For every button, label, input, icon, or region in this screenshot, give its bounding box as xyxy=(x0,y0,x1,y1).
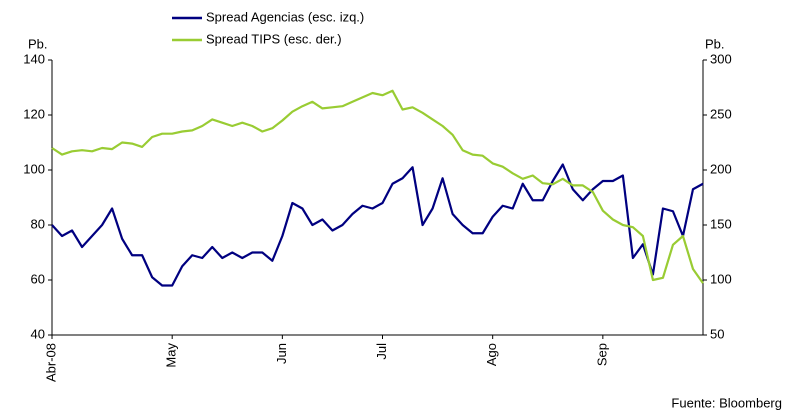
source: Fuente: Bloomberg xyxy=(671,395,782,410)
y-tick-label: 60 xyxy=(31,271,45,286)
y-tick-label: 120 xyxy=(23,106,45,121)
series-line xyxy=(51,89,704,284)
y2-tick-label: 100 xyxy=(710,271,732,286)
y2-tick-label: 150 xyxy=(710,216,732,231)
y-tick-label: 100 xyxy=(23,161,45,176)
x-tick-label: May xyxy=(164,343,179,368)
y2-tick-label: 300 xyxy=(710,51,732,66)
x-tick-label: Jul xyxy=(374,343,389,360)
y2-tick-label: 200 xyxy=(710,161,732,176)
legend-label: Spread TIPS (esc. der.) xyxy=(206,31,342,46)
series-line xyxy=(51,163,704,287)
y-tick-label: 40 xyxy=(31,326,45,341)
y2-axis-label: Pb. xyxy=(705,36,725,51)
y-axis-label: Pb. xyxy=(28,36,48,51)
y2-tick-label: 50 xyxy=(710,326,724,341)
legend-label: Spread Agencias (esc. izq.) xyxy=(206,9,364,24)
x-tick-label: Abr-08 xyxy=(43,343,58,382)
y-tick-label: 80 xyxy=(31,216,45,231)
x-tick-label: Sep xyxy=(594,343,609,366)
y2-tick-label: 250 xyxy=(710,106,732,121)
x-tick-label: Ago xyxy=(484,343,499,366)
x-tick-label: Jun xyxy=(274,343,289,364)
y-tick-label: 140 xyxy=(23,51,45,66)
